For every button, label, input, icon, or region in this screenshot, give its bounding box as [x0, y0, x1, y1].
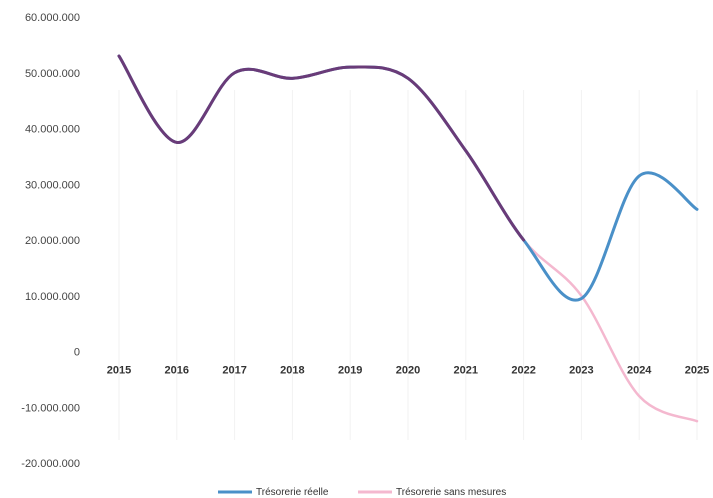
legend: Trésorerie réelle Trésorerie sans mesure… — [218, 487, 506, 498]
x-tick-label: 2023 — [569, 365, 593, 377]
y-tick-label: 50.000.000 — [25, 68, 80, 80]
y-tick-label: 20.000.000 — [25, 235, 80, 247]
x-tick-label: 2019 — [338, 365, 362, 377]
y-tick-label: 30.000.000 — [25, 179, 80, 191]
x-axis-labels: 2015 2016 2017 2018 2019 2020 2021 2022 2023 2024… — [107, 365, 709, 377]
y-tick-label: 40.000.000 — [25, 124, 80, 136]
y-tick-label: 10.000.000 — [25, 291, 80, 303]
x-tick-label: 2025 — [685, 365, 709, 377]
x-tick-label: 2015 — [107, 365, 131, 377]
x-tick-label: 2021 — [454, 365, 478, 377]
legend-label-tresorerie-reelle: Trésorerie réelle — [256, 487, 329, 498]
series-lines — [117, 54, 699, 423]
x-tick-label: 2018 — [280, 365, 304, 377]
x-tick-label: 2020 — [396, 365, 420, 377]
y-tick-label: -20.000.000 — [21, 458, 80, 470]
x-tick-label: 2017 — [222, 365, 246, 377]
y-tick-label: 60.000.000 — [25, 12, 80, 24]
y-tick-label: 0 — [74, 347, 80, 359]
x-tick-label: 2022 — [511, 365, 535, 377]
x-tick-label: 2016 — [165, 365, 189, 377]
y-axis-labels: 60.000.000 50.000.000 40.000.000 30.000.000… — [21, 12, 80, 470]
x-tick-label: 2024 — [627, 365, 652, 377]
series-line-overlap — [117, 54, 526, 242]
grid-lines — [118, 90, 698, 440]
y-tick-label: -10.000.000 — [21, 402, 80, 414]
legend-label-tresorerie-sans-mesures: Trésorerie sans mesures — [396, 487, 506, 498]
